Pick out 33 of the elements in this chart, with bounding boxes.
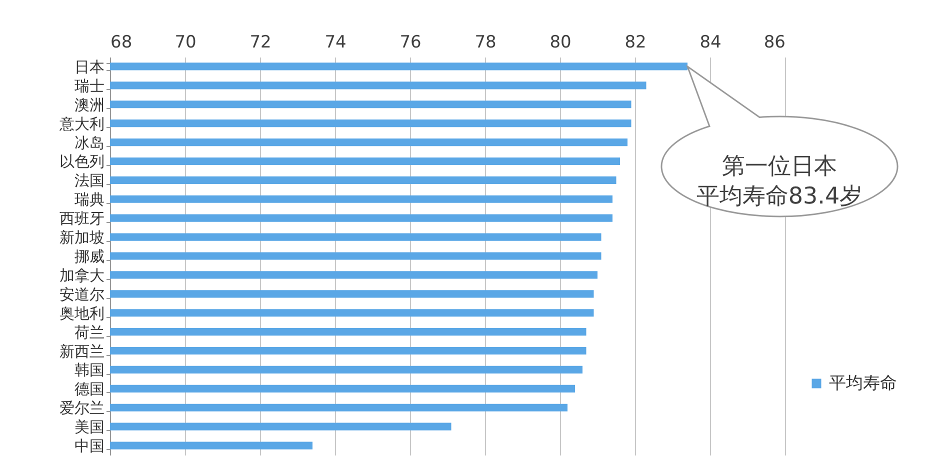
x-tick-label: 74	[324, 32, 346, 52]
y-tick-label: 瑞士	[74, 76, 104, 95]
y-tick-label: 安道尔	[60, 285, 104, 304]
y-tick-label: 瑞典	[74, 190, 104, 209]
y-tick-label: 荷兰	[74, 323, 104, 342]
y-tick-label: 中国	[74, 437, 104, 456]
y-tick-label: 法国	[74, 172, 104, 190]
y-tick-label: 奥地利	[60, 304, 104, 322]
y-tick-label: 日本	[74, 58, 104, 76]
y-tick-label: 西班牙	[60, 210, 104, 228]
y-tick-label: 冰岛	[74, 134, 104, 152]
x-tick-label: 78	[474, 32, 496, 52]
y-tick-label: 意大利	[58, 114, 104, 133]
x-tick-label: 80	[550, 32, 572, 52]
x-tick-label: 84	[700, 32, 722, 52]
annotation: 第一位日本平均寿命83.4岁	[696, 153, 863, 210]
y-tick-label: 以色列	[60, 152, 104, 171]
y-tick-label: 挪威	[74, 248, 104, 266]
x-tick-label: 76	[400, 32, 422, 52]
legend-label: 平均寿命	[829, 374, 897, 394]
y-tick-label: 爱尔兰	[60, 399, 104, 418]
x-tick-label: 68	[110, 32, 132, 52]
y-tick-label: 美国	[74, 418, 104, 436]
x-tick-label: 70	[174, 32, 196, 52]
x-tick-label: 82	[624, 32, 646, 52]
x-tick-label: 86	[764, 32, 786, 52]
y-tick-label: 新加坡	[60, 228, 104, 247]
x-tick-label: 72	[250, 32, 272, 52]
y-tick-label: 韩国	[74, 361, 104, 380]
y-tick-label: 澳洲	[74, 96, 104, 114]
y-tick-label: 加拿大	[60, 266, 104, 284]
y-tick-label: 新西兰	[60, 342, 104, 360]
y-tick-label: 德国	[74, 380, 104, 398]
